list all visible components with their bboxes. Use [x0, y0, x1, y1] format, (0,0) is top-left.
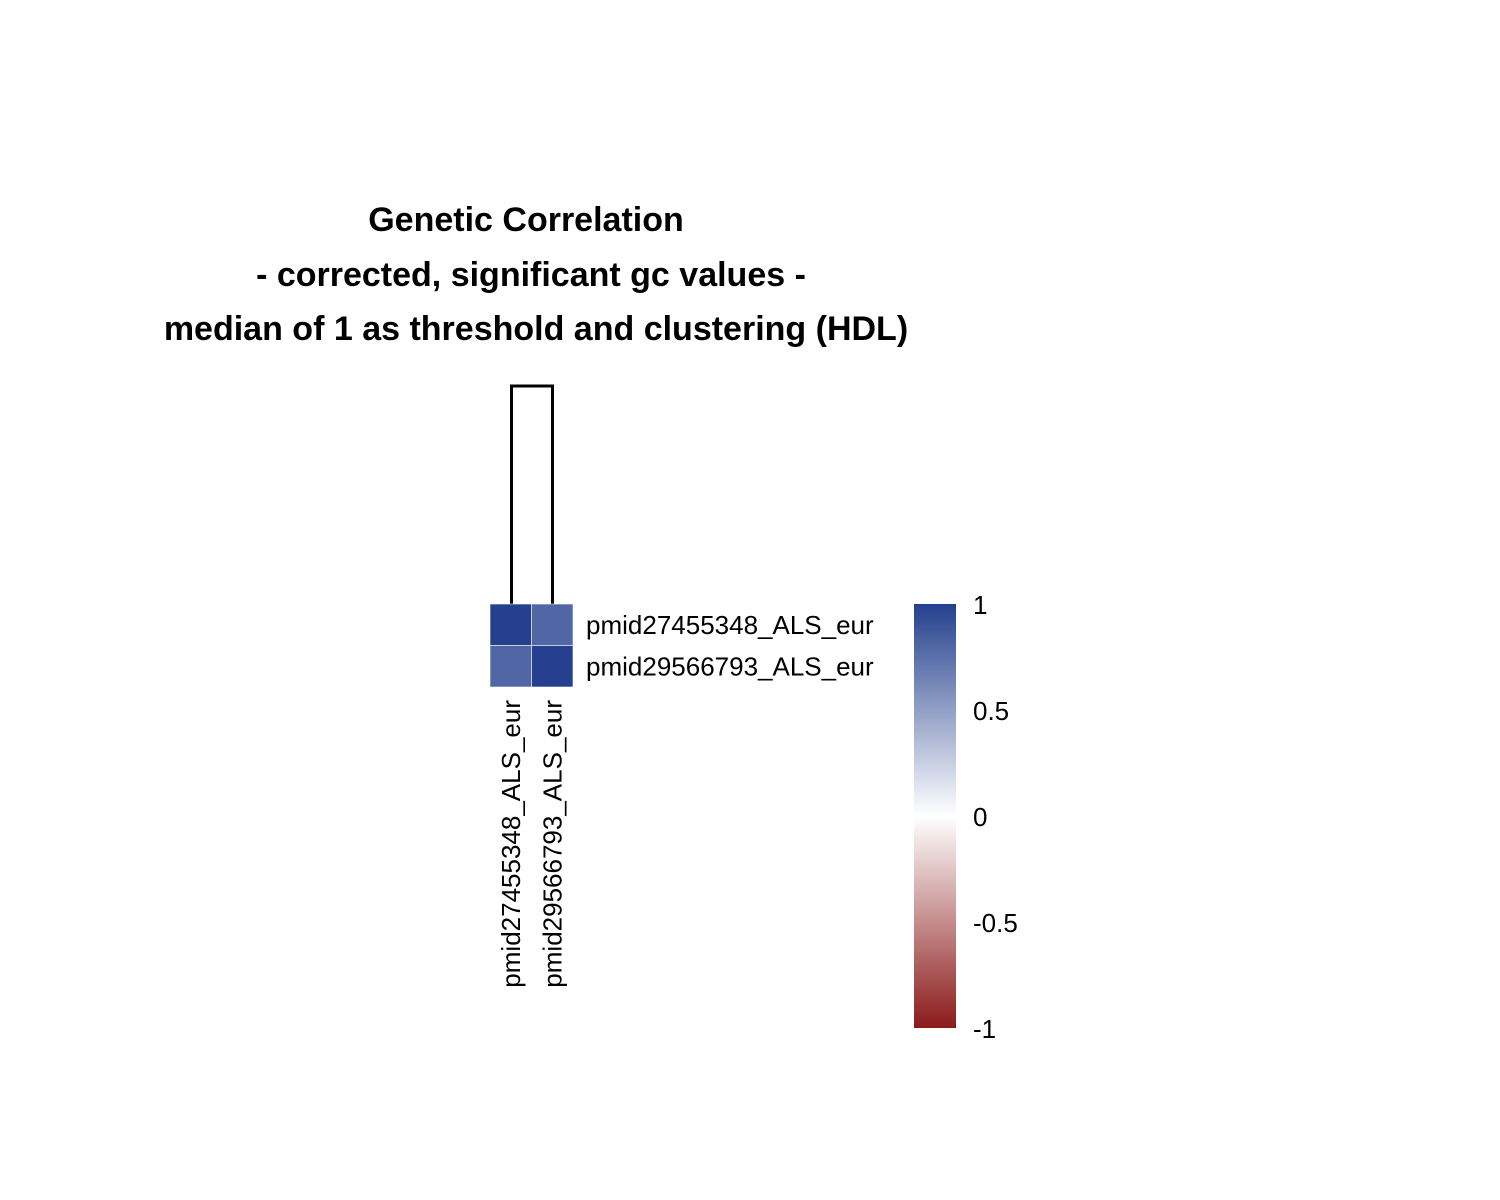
color-legend: 1 0.5 0 -0.5 -1 [914, 590, 1018, 1044]
row-labels: pmid27455348_ALS_eur pmid29566793_ALS_eur [586, 610, 874, 682]
legend-tick-label: 1 [973, 590, 987, 620]
legend-tick-label: -1 [973, 1014, 996, 1044]
heatmap-cell [489, 645, 532, 688]
title-line-1: Genetic Correlation [368, 201, 684, 239]
chart-title: Genetic Correlation - corrected, signifi… [164, 201, 908, 348]
column-label: pmid27455348_ALS_eur [496, 700, 526, 988]
legend-tick-label: 0.5 [973, 696, 1009, 726]
heatmap-cells [489, 603, 574, 688]
legend-ticks: 1 0.5 0 -0.5 -1 [973, 590, 1018, 1044]
dendrogram-link [510, 384, 554, 604]
row-label: pmid27455348_ALS_eur [586, 610, 874, 640]
row-label: pmid29566793_ALS_eur [586, 651, 874, 681]
heatmap-cell [531, 603, 574, 646]
title-line-3: median of 1 as threshold and clustering … [164, 310, 908, 348]
heatmap-cell [531, 645, 574, 688]
column-labels: pmid27455348_ALS_eur pmid29566793_ALS_eur [496, 700, 568, 988]
legend-tick-label: -0.5 [973, 908, 1018, 938]
column-label: pmid29566793_ALS_eur [537, 700, 567, 988]
legend-tick-label: 0 [973, 802, 987, 832]
title-line-2: - corrected, significant gc values - [256, 256, 806, 294]
heatmap-cell [489, 603, 532, 646]
legend-color-bar [914, 604, 956, 1028]
column-dendrogram [510, 384, 554, 604]
